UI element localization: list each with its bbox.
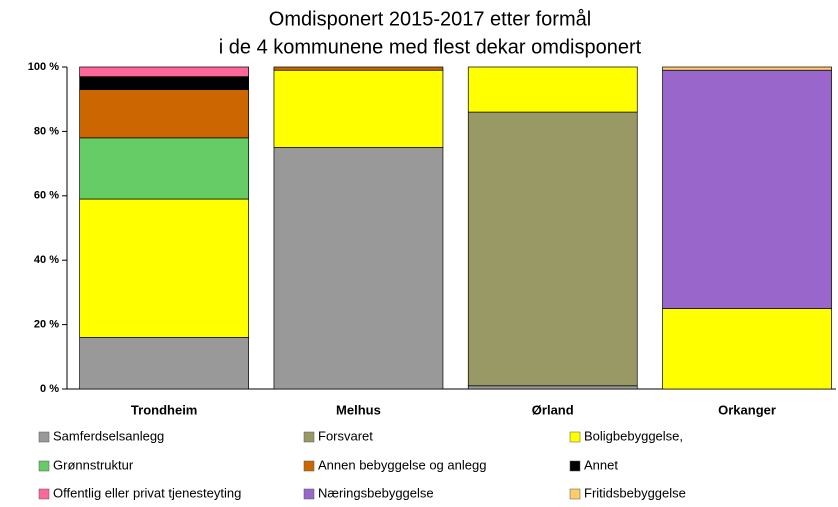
legend-label: Boligbebyggelse,	[584, 428, 683, 443]
legend-label: Offentlig eller privat tjenesteyting	[53, 485, 241, 500]
chart-title: Omdisponert 2015-2017 etter formål	[269, 8, 591, 30]
legend-swatch	[569, 460, 581, 472]
bar-segment	[79, 337, 250, 390]
legend-label: Samferdselsanlegg	[53, 428, 164, 443]
legend-label: Grønnstruktur	[53, 457, 134, 472]
legend-swatch	[303, 460, 315, 472]
bar-segment	[79, 66, 250, 78]
chart-title: i de 4 kommunene med flest dekar omdispo…	[219, 36, 642, 58]
legend-label: Annet	[584, 457, 618, 472]
legend-label: Forsvaret	[318, 428, 373, 443]
legend-label: Fritidsbebyggelse	[584, 485, 686, 500]
bar-segment	[467, 111, 638, 387]
legend-label: Næringsbebyggelse	[318, 485, 434, 500]
bar-segment	[79, 198, 250, 338]
bar-segment	[662, 69, 832, 309]
legend-label: Annen bebyggelse og anlegg	[318, 457, 486, 472]
legend-swatch	[38, 488, 50, 500]
y-tick-label: 60 %	[34, 190, 59, 202]
legend-swatch	[38, 460, 50, 472]
x-tick-label: Trondheim	[131, 402, 197, 417]
bar-segment	[79, 89, 250, 139]
x-tick-label: Ørland	[532, 402, 574, 417]
y-tick-label: 40 %	[34, 254, 59, 266]
y-tick-label: 80 %	[34, 125, 59, 137]
bar-segment	[273, 66, 444, 71]
bar-segment	[273, 147, 444, 390]
bar-segment	[273, 69, 444, 148]
y-tick-label: 20 %	[34, 319, 59, 331]
y-tick-label: 100 %	[28, 61, 59, 73]
legend-swatch	[569, 488, 581, 500]
legend-swatch	[303, 431, 315, 443]
bar-segment	[79, 76, 250, 90]
x-tick-label: Melhus	[336, 402, 381, 417]
bar-segment	[467, 66, 638, 113]
y-tick-label: 0 %	[40, 383, 59, 395]
bar-segment	[467, 385, 638, 390]
bar-segment	[79, 137, 250, 200]
legend-swatch	[303, 488, 315, 500]
legend-swatch	[569, 431, 581, 443]
x-tick-label: Orkanger	[718, 402, 776, 417]
bar-segment	[662, 66, 832, 71]
legend-swatch	[38, 431, 50, 443]
bar-segment	[662, 308, 832, 390]
